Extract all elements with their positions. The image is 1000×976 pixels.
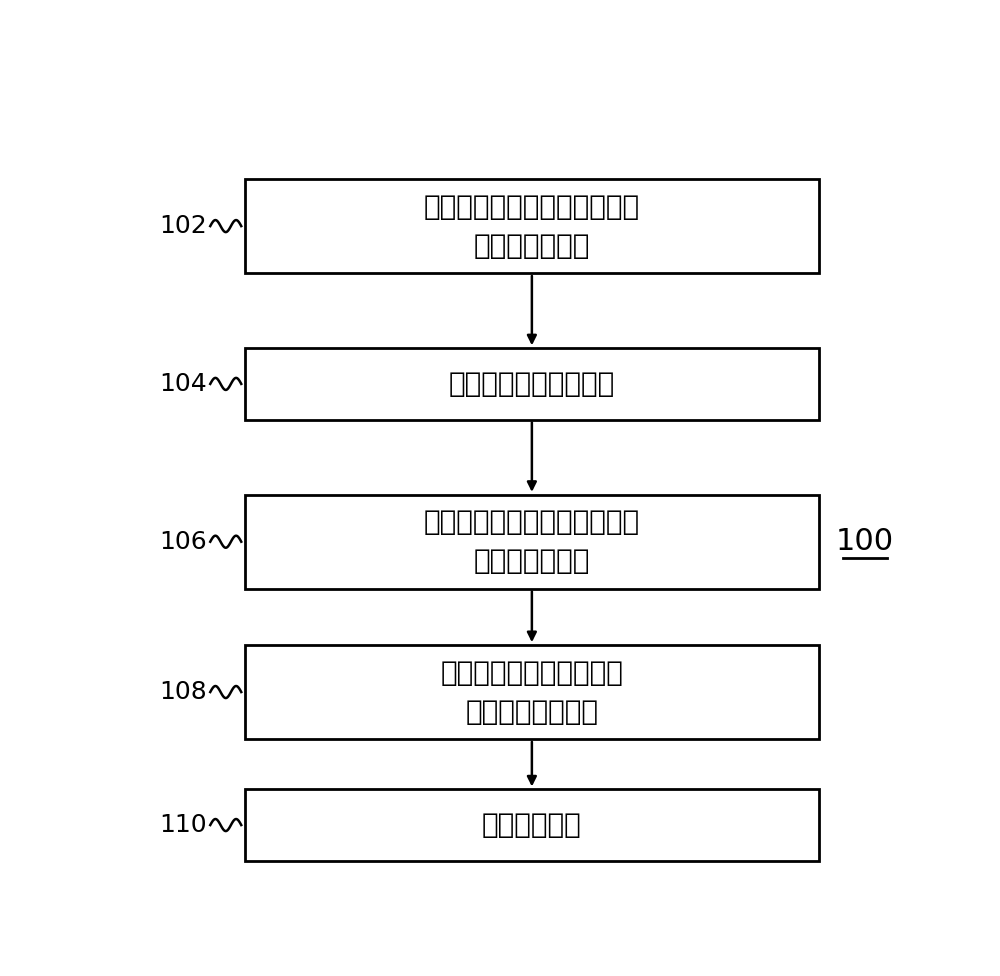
Text: 恢复主设备的参考时钟: 恢复主设备的参考时钟	[449, 370, 615, 398]
Bar	[245, 348, 819, 420]
Text: 向主设备传输一个或多个预定
的第二信号边沿: 向主设备传输一个或多个预定 的第二信号边沿	[424, 508, 640, 575]
Text: 从主设备接收一个或多个连续
的第一信号边沿: 从主设备接收一个或多个连续 的第一信号边沿	[424, 192, 640, 260]
Text: 106: 106	[159, 530, 207, 553]
Bar	[245, 645, 819, 739]
Bar	[245, 495, 819, 589]
Text: 108: 108	[159, 680, 207, 704]
Text: 100: 100	[836, 527, 894, 556]
Text: 110: 110	[159, 813, 207, 837]
Bar	[245, 790, 819, 861]
Text: 从主设备接收指示一个或
多个采样值的数据: 从主设备接收指示一个或 多个采样值的数据	[440, 659, 623, 725]
Bar	[245, 180, 819, 273]
Text: 102: 102	[159, 214, 207, 238]
Text: 104: 104	[159, 372, 207, 396]
Text: 调整输出定时: 调整输出定时	[482, 811, 582, 839]
